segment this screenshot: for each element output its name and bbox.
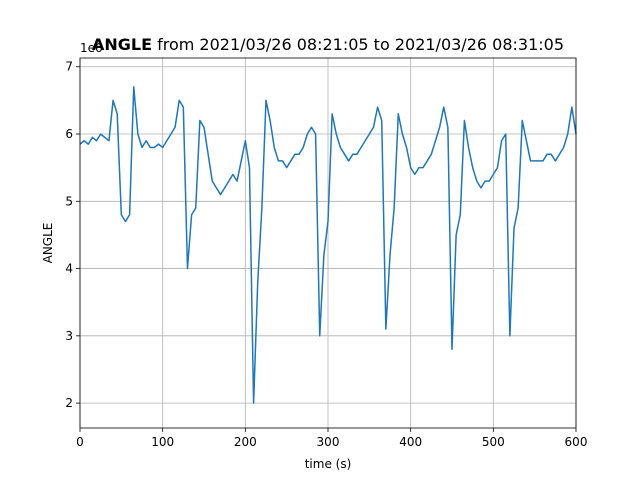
y-tick-label: 5: [65, 194, 73, 208]
x-tick-label: 0: [76, 435, 84, 449]
x-tick-label: 300: [317, 435, 340, 449]
title-signal: ANGLE: [92, 35, 152, 54]
x-tick-label: 500: [482, 435, 505, 449]
x-tick-label: 200: [234, 435, 257, 449]
y-offset-label: 1e6: [80, 41, 103, 55]
plot-frame: [79, 57, 577, 429]
x-axis-label: time (s): [305, 457, 352, 471]
y-tick-label: 7: [65, 60, 73, 74]
title-range: from 2021/03/26 08:21:05 to 2021/03/26 0…: [157, 35, 564, 54]
data-line: [79, 86, 577, 404]
chart-title: ANGLE from 2021/03/26 08:21:05 to 2021/0…: [92, 35, 564, 54]
y-tick-label: 6: [65, 127, 73, 141]
y-axis-label: ANGLE: [41, 223, 55, 264]
y-tick-label: 2: [65, 396, 73, 410]
y-tick-label: 3: [65, 329, 73, 343]
x-tick-label: 600: [565, 435, 588, 449]
y-tick-label: 4: [65, 262, 73, 276]
x-tick-label: 400: [399, 435, 422, 449]
x-tick-label: 100: [151, 435, 174, 449]
